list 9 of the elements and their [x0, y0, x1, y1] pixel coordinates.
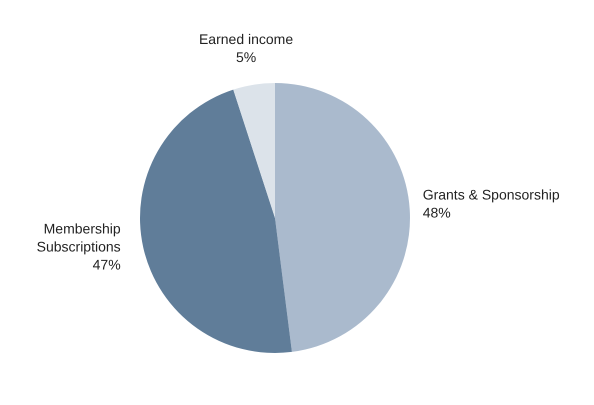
pie-slice: [233, 83, 275, 218]
data-label: 47%: [92, 256, 121, 272]
slice-label: Earned income: [198, 30, 294, 47]
slice-label: Grants & Sponsorship: [422, 186, 560, 202]
pie-slice: [140, 90, 292, 353]
data-label: 48%: [422, 204, 451, 220]
data-label: 5%: [236, 48, 256, 65]
pie-slice: [275, 83, 410, 352]
slice-label: Membership Subscriptions: [36, 220, 121, 254]
